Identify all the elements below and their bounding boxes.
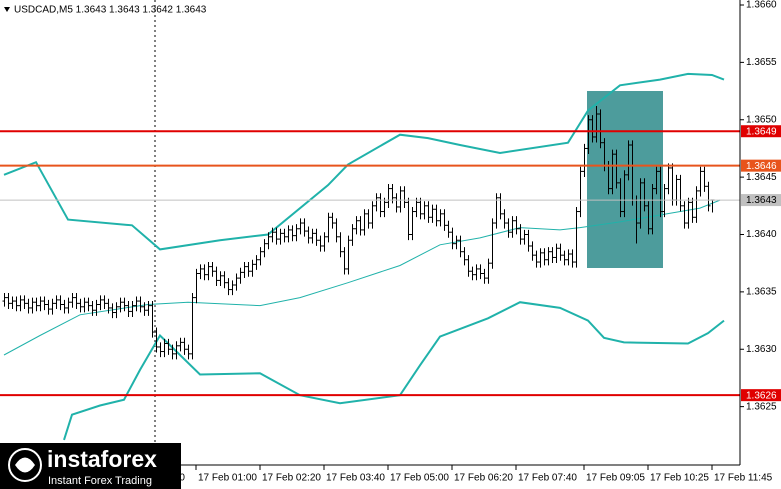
plot bbox=[0, 72, 740, 441]
level-label-box bbox=[741, 194, 781, 207]
chart-title: USDCAD,M5 1.3643 1.3643 1.3642 1.3643 bbox=[14, 5, 207, 16]
x-tick-label: 17 Feb 10:25 bbox=[650, 473, 709, 484]
logo-icon-inner bbox=[15, 457, 35, 473]
y-tick-label: 1.3650 bbox=[746, 114, 777, 125]
y-tick-label: 1.3640 bbox=[746, 229, 777, 240]
level-label: 1.3649 bbox=[746, 126, 777, 137]
x-tick-label: 17 Feb 01:00 bbox=[198, 473, 257, 484]
level-label: 1.3646 bbox=[746, 161, 777, 172]
level-label: 1.3626 bbox=[746, 390, 777, 401]
level-label-box bbox=[741, 159, 781, 172]
x-tick-label: 17 Feb 11:45 bbox=[714, 473, 773, 484]
x-tick-label: 17 Feb 03:40 bbox=[326, 473, 385, 484]
x-tick-label: 17 Feb 05:00 bbox=[390, 473, 449, 484]
y-tick-label: 1.3625 bbox=[746, 401, 777, 412]
axes: 1.3660 1.3655 1.3650 1.3645 1.3640 1.3635 1.36… bbox=[3, 0, 781, 484]
y-tick-label: 1.3655 bbox=[746, 57, 777, 68]
y-tick-label: 1.3660 bbox=[746, 0, 777, 11]
x-tick-label: 17 Feb 02:20 bbox=[262, 473, 321, 484]
x-tick-label: 17 Feb 06:20 bbox=[454, 473, 513, 484]
x-tick-label: 17 Feb 07:40 bbox=[518, 473, 577, 484]
logo-brand: instaforex bbox=[47, 446, 157, 472]
level-label-box bbox=[741, 389, 781, 402]
title-arrow bbox=[4, 7, 10, 12]
logo-tagline: Instant Forex Trading bbox=[48, 475, 152, 487]
indicator-line bbox=[3, 72, 725, 251]
logo: instaforex Instant Forex Trading bbox=[0, 443, 181, 489]
indicator-line bbox=[63, 301, 725, 441]
level-label-box bbox=[741, 125, 781, 138]
y-tick-label: 1.3630 bbox=[746, 344, 777, 355]
x-tick-label: 17 Feb 09:05 bbox=[586, 473, 645, 484]
level-label: 1.3643 bbox=[746, 195, 777, 206]
y-tick-label: 1.3645 bbox=[746, 172, 777, 183]
logo-icon bbox=[8, 448, 42, 482]
y-tick-label: 1.3635 bbox=[746, 287, 777, 298]
